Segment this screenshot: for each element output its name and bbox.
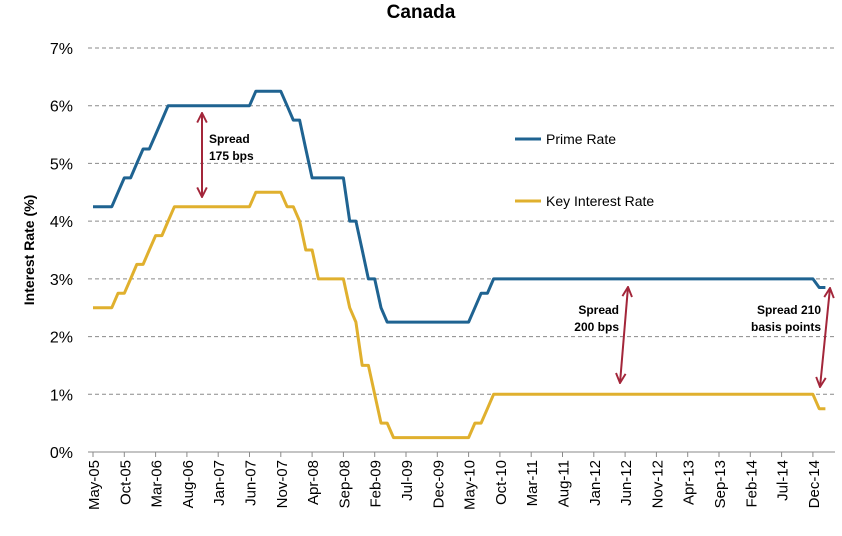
- x-tick-label: Jun-07: [243, 460, 260, 506]
- y-tick-label: 3%: [50, 272, 73, 289]
- x-tick-label: Apr-13: [681, 460, 698, 505]
- legend-label: Key Interest Rate: [546, 193, 654, 209]
- x-tick-label: Mar-06: [149, 460, 166, 508]
- x-tick-label: Dec-14: [806, 460, 823, 508]
- series-line-prime-rate: [93, 89, 826, 324]
- spread-annotation: 175 bps: [209, 149, 254, 163]
- y-tick-label: 1%: [50, 387, 73, 404]
- spread-annotation: Spread: [209, 132, 250, 146]
- x-tick-label: Aug-06: [180, 460, 197, 508]
- y-tick-label: 6%: [50, 99, 73, 116]
- y-tick-label: 5%: [50, 156, 73, 173]
- y-tick-label: 0%: [50, 445, 73, 462]
- x-tick-label: Aug-11: [556, 460, 573, 507]
- series-line-key-interest-rate: [93, 190, 826, 440]
- x-tick-label: Jun-12: [618, 460, 635, 506]
- y-tick-label: 7%: [50, 41, 73, 58]
- x-tick-label: May-10: [462, 460, 479, 510]
- x-tick-label: Sep-13: [712, 460, 729, 508]
- y-tick-label: 4%: [50, 214, 73, 231]
- x-tick-label: Feb-14: [743, 460, 760, 508]
- y-tick-label: 2%: [50, 330, 73, 347]
- legend-label: Prime Rate: [546, 131, 616, 147]
- spread-annotation: Spread: [578, 303, 619, 317]
- x-tick-label: Nov-07: [274, 460, 291, 508]
- x-tick-label: May-05: [86, 460, 103, 510]
- x-tick-label: Jan-12: [587, 460, 604, 506]
- x-tick-label: Dec-09: [430, 460, 447, 508]
- x-tick-label: Apr-08: [305, 460, 322, 505]
- x-tick-label: Oct-10: [493, 460, 510, 505]
- spread-arrow: [620, 287, 628, 383]
- spread-annotation: basis points: [751, 320, 821, 334]
- x-tick-label: Mar-11: [524, 460, 541, 506]
- x-tick-label: Sep-08: [336, 460, 353, 508]
- x-tick-label: Jul-09: [399, 460, 416, 501]
- x-tick-label: Jul-14: [775, 460, 792, 501]
- spread-annotation: 200 bps: [574, 320, 619, 334]
- x-tick-label: Oct-05: [117, 460, 134, 505]
- x-tick-label: Jan-07: [211, 460, 228, 506]
- x-tick-label: Nov-12: [649, 460, 666, 508]
- chart-title: Canada: [386, 2, 456, 23]
- spread-annotation: Spread 210: [757, 303, 821, 317]
- x-tick-label: Feb-09: [368, 460, 385, 508]
- y-axis-label: Interest Rate (%): [21, 195, 37, 305]
- spread-arrow: [820, 288, 830, 387]
